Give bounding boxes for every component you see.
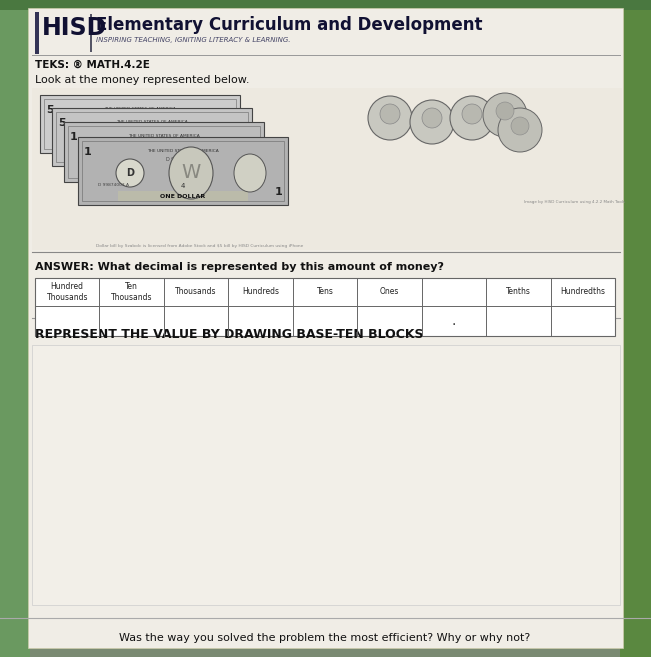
Bar [0, 0, 651, 10]
Text: ONE DOLLAR: ONE DOLLAR [160, 194, 206, 198]
Text: Thousands: Thousands [175, 288, 217, 296]
Text: 1: 1 [250, 164, 258, 174]
Text: Look at the money represented below.: Look at the money represented below. [35, 75, 249, 85]
Bar [620, 0, 651, 657]
Circle shape [450, 96, 494, 140]
Text: TEKS: ® MATH.4.2E: TEKS: ® MATH.4.2E [35, 60, 150, 70]
Text: 5: 5 [46, 105, 53, 115]
Text: Ten
Thousands: Ten Thousands [111, 283, 152, 302]
Text: INSPIRING TEACHING, IGNITING LITERACY & LEARNING.: INSPIRING TEACHING, IGNITING LITERACY & … [96, 37, 290, 43]
Circle shape [511, 117, 529, 135]
Text: 1: 1 [84, 147, 92, 157]
Bar [0, 0, 30, 657]
Bar [44, 99, 236, 149]
Circle shape [483, 93, 527, 137]
Text: Tenths: Tenths [506, 288, 531, 296]
Circle shape [498, 108, 542, 152]
Text: Dollar bill by Szabolc is licensed from Adobe Stock and $5 bill by HISD Curricul: Dollar bill by Szabolc is licensed from … [96, 244, 303, 248]
Text: Hundredths: Hundredths [561, 288, 605, 296]
Text: 5: 5 [58, 118, 66, 128]
Ellipse shape [234, 154, 266, 192]
Bar [68, 126, 260, 178]
Bar [90, 14, 92, 52]
Bar [35, 278, 615, 336]
Circle shape [380, 104, 400, 124]
Bar [40, 95, 240, 153]
Text: THE UNITED STATES OF AMERICA: THE UNITED STATES OF AMERICA [147, 149, 219, 153]
Circle shape [496, 102, 514, 120]
Bar [52, 108, 252, 166]
Circle shape [116, 159, 144, 187]
Text: 1: 1 [70, 132, 77, 142]
Text: W: W [182, 164, 201, 183]
Text: 5: 5 [238, 148, 246, 158]
Circle shape [410, 100, 454, 144]
Bar [56, 112, 248, 162]
Text: Elementary Curriculum and Development: Elementary Curriculum and Development [96, 16, 482, 34]
Circle shape [422, 108, 442, 128]
Text: REPRESENT THE VALUE BY DRAWING BASE-TEN BLOCKS: REPRESENT THE VALUE BY DRAWING BASE-TEN … [35, 328, 424, 341]
Text: Tens: Tens [316, 288, 333, 296]
Text: THE UNITED STATES OF AMERICA: THE UNITED STATES OF AMERICA [128, 134, 200, 138]
Bar [32, 88, 622, 250]
Text: D: D [126, 168, 134, 178]
Text: Image by HISD Curriculum using 4.2.2 Math Tools: Image by HISD Curriculum using 4.2.2 Mat… [525, 200, 626, 204]
Text: D 99874003 A: D 99874003 A [165, 157, 201, 162]
Circle shape [462, 104, 482, 124]
Bar [118, 191, 248, 201]
Circle shape [368, 96, 412, 140]
Bar [64, 122, 264, 182]
Bar [35, 12, 39, 54]
Text: .: . [452, 314, 456, 328]
Text: Ones: Ones [380, 288, 399, 296]
Text: THE UNITED STATES OF AMERICA: THE UNITED STATES OF AMERICA [104, 107, 176, 111]
Bar [32, 345, 620, 605]
Text: D 99874003 A: D 99874003 A [98, 183, 129, 187]
Text: 4: 4 [181, 183, 185, 189]
Text: Hundred
Thousands: Hundred Thousands [46, 283, 88, 302]
Text: 5: 5 [227, 135, 234, 145]
Text: 1: 1 [274, 187, 282, 197]
Bar [82, 141, 284, 201]
Text: Hundreds: Hundreds [242, 288, 279, 296]
Text: ANSWER: What decimal is represented by this amount of money?: ANSWER: What decimal is represented by t… [35, 262, 444, 272]
Text: THE UNITED STATES OF AMERICA: THE UNITED STATES OF AMERICA [116, 120, 188, 124]
Text: Was the way you solved the problem the most efficient? Why or why not?: Was the way you solved the problem the m… [119, 633, 531, 643]
Bar [78, 137, 288, 205]
Ellipse shape [169, 147, 213, 199]
Text: HISD: HISD [42, 16, 107, 40]
